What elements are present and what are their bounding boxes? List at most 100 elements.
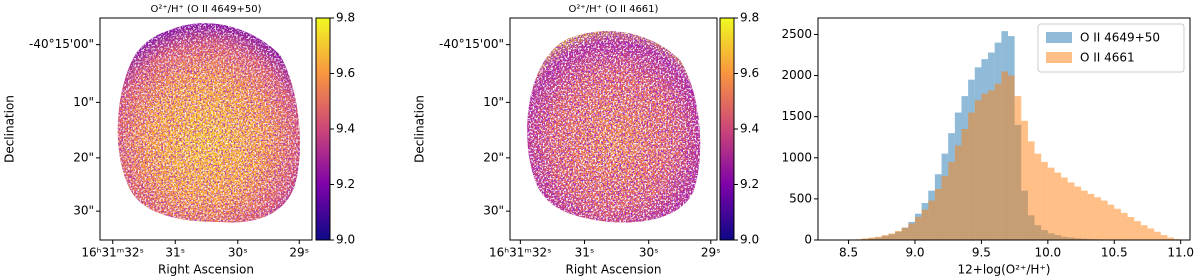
map-image xyxy=(527,31,701,223)
legend-swatch xyxy=(1046,52,1072,63)
x-tick-label: 30ˢ xyxy=(228,246,248,260)
histogram-bar xyxy=(1120,212,1128,240)
x-axis-label: Right Ascension xyxy=(566,263,662,277)
y-tick-label: 1000 xyxy=(781,150,812,164)
histogram-bar xyxy=(1074,186,1082,240)
y-tick-label: 30" xyxy=(73,204,94,218)
x-tick-label: 8.5 xyxy=(839,246,858,260)
colorbar-tick-label: 9.2 xyxy=(740,177,759,191)
colorbar-tick-label: 9.4 xyxy=(336,122,355,136)
histogram-bar xyxy=(1034,153,1042,240)
y-axis-label: Declination xyxy=(3,95,17,163)
histogram-bar xyxy=(1054,172,1062,240)
histogram-bar xyxy=(981,93,989,241)
y-tick-label: 1500 xyxy=(781,109,812,123)
x-tick-label: 31ˢ xyxy=(575,246,595,260)
histogram-bar xyxy=(901,227,909,240)
histogram-bar xyxy=(934,189,942,240)
legend-label: O II 4661 xyxy=(1080,51,1135,65)
histogram-bar xyxy=(1041,161,1048,240)
colorbar xyxy=(719,17,735,241)
histogram-bar xyxy=(895,230,902,240)
histogram-bar xyxy=(1167,237,1175,240)
histogram-bar xyxy=(1154,231,1161,240)
histogram-bar xyxy=(1114,208,1121,240)
x-tick-label: 11.0 xyxy=(1167,246,1194,260)
histogram-bar xyxy=(1134,221,1141,240)
histogram-bar xyxy=(1081,190,1088,240)
x-tick-label: 16ʰ31ᵐ32ˢ xyxy=(489,246,552,260)
y-tick-label: 2500 xyxy=(781,27,812,41)
y-tick-label: -40°15'00" xyxy=(29,37,94,51)
colorbar-tick-label: 9.8 xyxy=(336,11,355,25)
histogram-bar xyxy=(1100,200,1108,240)
axes-frame xyxy=(509,17,718,241)
histogram-bar xyxy=(921,209,929,240)
histogram-bar xyxy=(1027,141,1035,240)
x-tick-label: 31ˢ xyxy=(165,246,185,260)
histogram-bar xyxy=(875,236,882,240)
histogram-bar xyxy=(888,233,896,240)
histogram-bar xyxy=(1147,228,1155,240)
histogram-bar xyxy=(908,223,915,240)
histogram-bar xyxy=(914,216,922,240)
histogram-bar xyxy=(1021,120,1028,240)
y-tick-label: 20" xyxy=(483,150,504,164)
histogram-bar xyxy=(928,200,935,240)
colorbar-tick-label: 9.0 xyxy=(336,233,355,247)
histogram-bar xyxy=(994,83,1002,241)
histogram-bar xyxy=(861,238,869,240)
x-tick-label: 16ʰ31ᵐ32ˢ xyxy=(81,246,144,260)
histogram-bar xyxy=(1067,182,1075,240)
histogram-bar xyxy=(988,90,995,240)
legend-label: O II 4649+50 xyxy=(1080,31,1160,45)
y-tick-label: 0 xyxy=(804,233,812,247)
histogram-bar xyxy=(968,112,975,240)
colorbar-tick-label: 9.6 xyxy=(336,66,355,80)
histogram-bar xyxy=(1007,75,1015,240)
legend-swatch xyxy=(1046,32,1072,43)
panel-title: O²⁺/H⁺ (O II 4649+50) xyxy=(151,4,262,15)
x-tick-label: 29ˢ xyxy=(701,246,721,260)
colorbar xyxy=(315,17,331,241)
histogram-bar xyxy=(1001,71,1008,240)
x-tick-label: 10.5 xyxy=(1101,246,1128,260)
y-tick-label: 2000 xyxy=(781,68,812,82)
x-tick-label: 9.5 xyxy=(972,246,991,260)
colorbar-tick-label: 9.4 xyxy=(740,122,759,136)
y-tick-label: 500 xyxy=(789,191,812,205)
histogram-bar xyxy=(1140,225,1148,240)
histogram-bar xyxy=(1160,235,1168,240)
histogram-bar xyxy=(954,145,962,240)
histogram-bar xyxy=(974,100,982,240)
axes-frame xyxy=(817,17,1191,241)
legend-box xyxy=(1037,23,1185,73)
y-tick-label: -40°15'00" xyxy=(439,37,504,51)
histogram-bar xyxy=(961,129,969,240)
colorbar-tick-label: 9.6 xyxy=(740,66,759,80)
histogram-bar xyxy=(1127,216,1135,240)
histogram-bar xyxy=(948,161,955,240)
panel-title: O²⁺/H⁺ (O II 4661) xyxy=(569,4,659,15)
y-tick-label: 10" xyxy=(483,95,504,109)
histogram-bar xyxy=(1014,96,1022,240)
histogram-bar xyxy=(1061,177,1068,240)
y-tick-label: 30" xyxy=(483,204,504,218)
histogram-bar xyxy=(868,237,876,240)
histogram-bar xyxy=(1094,197,1101,240)
histogram-bar xyxy=(1047,167,1055,240)
y-tick-label: 20" xyxy=(73,150,94,164)
x-tick-label: 10.0 xyxy=(1034,246,1061,260)
y-axis-label: Declination xyxy=(413,95,427,163)
colorbar-tick-label: 9.2 xyxy=(336,177,355,191)
x-axis-label: Right Ascension xyxy=(158,263,254,277)
colorbar-tick-label: 9.0 xyxy=(740,233,759,247)
colorbar-tick-label: 9.8 xyxy=(740,11,759,25)
x-tick-label: 29ˢ xyxy=(289,246,309,260)
x-tick-label: 30ˢ xyxy=(639,246,659,260)
x-tick-label: 9.0 xyxy=(905,246,924,260)
histogram-bar xyxy=(1107,204,1115,240)
x-axis-label: 12+log(O²⁺/H⁺) xyxy=(958,263,1051,277)
y-tick-label: 10" xyxy=(73,95,94,109)
